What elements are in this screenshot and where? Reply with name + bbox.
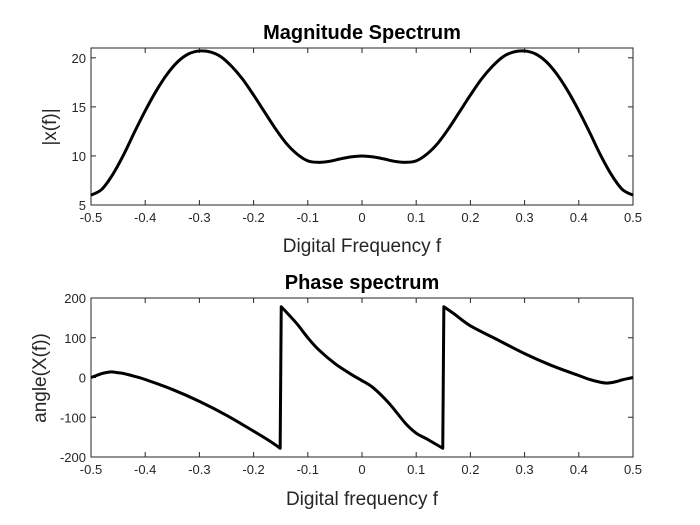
magnitude-x-axis-label: Digital Frequency f	[283, 236, 442, 257]
magnitude-x-tick-label: -0.3	[188, 210, 210, 225]
phase-spectrum-panel: -200 -100 0 100 200 -0.5 -0.4 -0.3 -0.2 -0.1 0 0.1…	[30, 272, 642, 510]
magnitude-x-tick-label: 0.1	[407, 210, 425, 225]
magnitude-x-tick-label: 0.3	[516, 210, 534, 225]
magnitude-x-tick-label: -0.1	[297, 210, 319, 225]
magnitude-x-ticks: -0.5 -0.4 -0.3 -0.2 -0.1 0 0.1 0.2 0.3 0.4 0.5	[80, 48, 642, 225]
phase-plot-area	[90, 297, 634, 458]
phase-x-tick-label: -0.3	[188, 462, 210, 477]
phase-x-tick-label: -0.1	[297, 462, 319, 477]
phase-y-tick-label: 100	[64, 331, 86, 346]
magnitude-x-tick-label: 0.4	[570, 210, 588, 225]
phase-x-axis-label: Digital frequency f	[286, 489, 439, 510]
magnitude-spectrum-panel: 5 10 15 20 -0.5 -0.4 -0.3 -0.2 -0.1 0 0.1 0.2 0.3 0.…	[40, 22, 642, 257]
magnitude-plot-area	[90, 47, 634, 206]
phase-y-tick-label: 200	[64, 291, 86, 306]
magnitude-y-ticks: 5 10 15 20	[72, 51, 633, 213]
phase-series-line	[90, 305, 634, 450]
phase-x-tick-label: 0.1	[407, 462, 425, 477]
phase-y-axis-label: angle(X(f))	[30, 333, 51, 423]
magnitude-x-tick-label: 0.2	[461, 210, 479, 225]
phase-y-ticks: -200 -100 0 100 200	[60, 291, 633, 465]
phase-y-tick-label: 0	[79, 371, 86, 386]
phase-x-tick-label: 0.5	[624, 462, 642, 477]
phase-x-tick-label: 0.2	[461, 462, 479, 477]
magnitude-y-tick-label: 20	[72, 51, 86, 66]
phase-x-ticks: -0.5 -0.4 -0.3 -0.2 -0.1 0 0.1 0.2 0.3 0.4 0.5	[80, 298, 642, 477]
magnitude-y-axis-label: |x(f)|	[40, 108, 61, 145]
phase-x-tick-label: -0.5	[80, 462, 102, 477]
magnitude-x-tick-label: -0.2	[242, 210, 264, 225]
magnitude-x-tick-label: 0	[358, 210, 365, 225]
magnitude-y-tick-label: 5	[79, 198, 86, 213]
phase-y-tick-label: -200	[60, 450, 86, 465]
phase-x-tick-label: 0	[358, 462, 365, 477]
phase-x-tick-label: 0.4	[570, 462, 588, 477]
phase-x-tick-label: 0.3	[516, 462, 534, 477]
magnitude-x-tick-label: -0.5	[80, 210, 102, 225]
magnitude-y-tick-label: 15	[72, 100, 86, 115]
magnitude-series-line	[90, 49, 634, 197]
phase-y-tick-label: -100	[60, 410, 86, 425]
phase-x-tick-label: -0.2	[242, 462, 264, 477]
magnitude-x-tick-label: -0.4	[134, 210, 156, 225]
magnitude-y-tick-label: 10	[72, 149, 86, 164]
phase-x-tick-label: -0.4	[134, 462, 156, 477]
magnitude-chart-title: Magnitude Spectrum	[263, 22, 461, 44]
magnitude-x-tick-label: 0.5	[624, 210, 642, 225]
phase-chart-title: Phase spectrum	[285, 272, 440, 294]
